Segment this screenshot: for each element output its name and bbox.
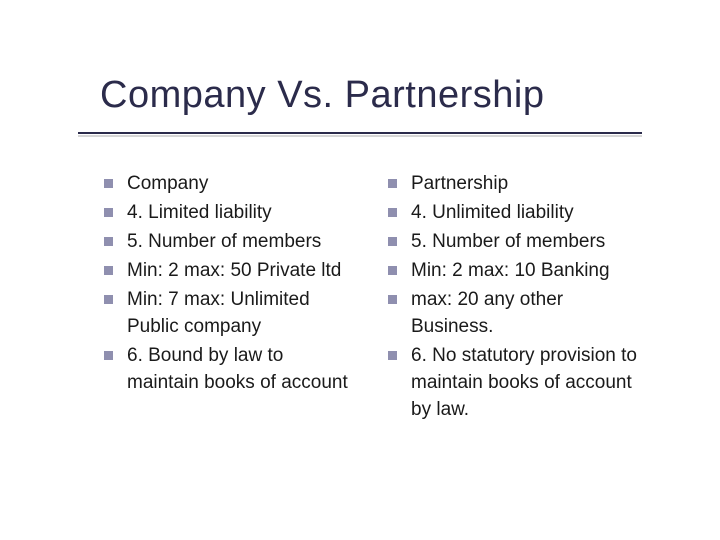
square-bullet-icon — [388, 351, 397, 360]
list-text: Company — [127, 170, 360, 197]
list-item: Min: 7 max: Unlimited Public company — [104, 286, 360, 340]
square-bullet-icon — [104, 351, 113, 360]
list-item: 5. Number of members — [104, 228, 360, 255]
list-item: 4. Unlimited liability — [388, 199, 644, 226]
list-item: Min: 2 max: 10 Banking — [388, 257, 644, 284]
list-item: 6. No statutory provision to maintain bo… — [388, 342, 644, 423]
list-text: max: 20 any other Business. — [411, 286, 644, 340]
list-text: Min: 2 max: 50 Private ltd — [127, 257, 360, 284]
list-text: 4. Limited liability — [127, 199, 360, 226]
list-text: Min: 7 max: Unlimited Public company — [127, 286, 360, 340]
slide: Company Vs. Partnership Company 4. Limit… — [0, 0, 720, 540]
list-item: Partnership — [388, 170, 644, 197]
square-bullet-icon — [104, 295, 113, 304]
square-bullet-icon — [388, 237, 397, 246]
list-text: 5. Number of members — [411, 228, 644, 255]
content-columns: Company 4. Limited liability 5. Number o… — [104, 170, 644, 425]
list-text: 5. Number of members — [127, 228, 360, 255]
list-item: 4. Limited liability — [104, 199, 360, 226]
list-item: max: 20 any other Business. — [388, 286, 644, 340]
list-text: 6. No statutory provision to maintain bo… — [411, 342, 644, 423]
list-text: Min: 2 max: 10 Banking — [411, 257, 644, 284]
square-bullet-icon — [104, 208, 113, 217]
list-text: Partnership — [411, 170, 644, 197]
list-item: 6. Bound by law to maintain books of acc… — [104, 342, 360, 396]
slide-title: Company Vs. Partnership — [100, 74, 544, 117]
list-text: 6. Bound by law to maintain books of acc… — [127, 342, 360, 396]
square-bullet-icon — [388, 295, 397, 304]
title-underline — [78, 132, 642, 134]
square-bullet-icon — [104, 237, 113, 246]
square-bullet-icon — [388, 266, 397, 275]
list-text: 4. Unlimited liability — [411, 199, 644, 226]
square-bullet-icon — [104, 266, 113, 275]
right-column: Partnership 4. Unlimited liability 5. Nu… — [388, 170, 644, 425]
square-bullet-icon — [388, 179, 397, 188]
square-bullet-icon — [388, 208, 397, 217]
left-column: Company 4. Limited liability 5. Number o… — [104, 170, 360, 425]
square-bullet-icon — [104, 179, 113, 188]
list-item: Company — [104, 170, 360, 197]
list-item: 5. Number of members — [388, 228, 644, 255]
list-item: Min: 2 max: 50 Private ltd — [104, 257, 360, 284]
